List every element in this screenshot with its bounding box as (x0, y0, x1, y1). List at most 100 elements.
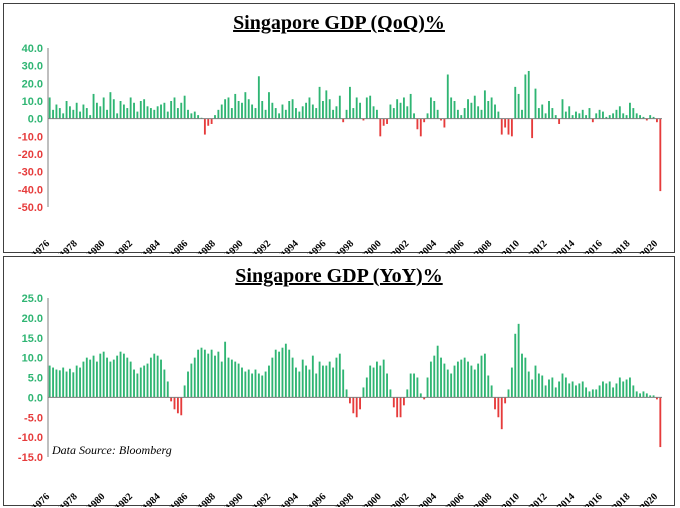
qoq-bar (156, 106, 159, 119)
qoq-bar (483, 90, 486, 119)
qoq-bar (487, 101, 490, 119)
qoq-bar (143, 99, 146, 119)
qoq-bar (345, 109, 348, 119)
qoq-bar (615, 109, 618, 119)
yoy-bar (639, 393, 641, 398)
yoy-bar (217, 351, 220, 398)
yoy-bar (463, 357, 466, 398)
yoy-bar (578, 383, 581, 398)
qoq-y-tick-label: 20.0 (22, 78, 43, 90)
yoy-y-tick-label: 0.0 (28, 392, 43, 404)
qoq-bar (571, 115, 574, 119)
qoq-bar (618, 106, 621, 119)
yoy-bar (89, 359, 92, 398)
qoq-bar (639, 115, 641, 119)
yoy-bar (615, 383, 618, 398)
qoq-bar (372, 106, 375, 119)
qoq-bar (625, 115, 628, 119)
yoy-bar (534, 365, 537, 398)
yoy-bar (315, 373, 318, 398)
yoy-bar (625, 379, 628, 398)
yoy-bar (264, 371, 267, 398)
qoq-y-tick-label: -10.0 (18, 131, 43, 143)
yoy-bar (173, 397, 176, 410)
yoy-bar (423, 397, 426, 400)
yoy-bar (541, 375, 544, 398)
yoy-bar (537, 373, 540, 398)
yoy-bar (436, 345, 439, 398)
qoq-bar (352, 108, 355, 119)
qoq-bar (129, 97, 132, 119)
yoy-bar (298, 371, 301, 398)
qoq-bar (534, 88, 537, 119)
yoy-x-tick-label: 3/1/1976 (19, 491, 52, 507)
yoy-bar (274, 349, 277, 398)
qoq-bar (504, 118, 507, 128)
qoq-bar (477, 106, 480, 119)
yoy-bar (473, 369, 476, 398)
qoq-bar (241, 102, 243, 119)
qoq-bar (75, 102, 78, 119)
yoy-bar (450, 373, 453, 398)
qoq-bar (585, 115, 588, 119)
qoq-chart-plot: 40.0 30.0 20.0 10.0 0.0 -10.0 -20.0 -30.0 -40.0 -… (18, 43, 662, 254)
qoq-bar (568, 106, 571, 119)
qoq-bar (271, 102, 274, 119)
qoq-bar (322, 101, 324, 119)
yoy-bar (237, 363, 240, 398)
qoq-bar (470, 102, 473, 119)
yoy-y-tick-label: 5.0 (28, 373, 43, 385)
yoy-bar (494, 397, 496, 410)
qoq-bar (436, 109, 439, 119)
qoq-bar (500, 118, 503, 135)
yoy-bar (116, 355, 119, 398)
qoq-bar (612, 113, 615, 119)
yoy-bar (278, 351, 281, 398)
qoq-bar (281, 104, 284, 119)
qoq-bar (527, 70, 530, 119)
yoy-bar (402, 397, 405, 406)
yoy-bar (365, 377, 368, 398)
yoy-bar (207, 353, 210, 398)
yoy-bar (153, 353, 156, 398)
qoq-bar (176, 108, 179, 119)
yoy-chart-panel: Singapore GDP (YoY)% 25.0 20.0 15.0 10.0 5.0… (3, 256, 675, 507)
qoq-bar (338, 95, 341, 119)
yoy-bar (95, 361, 98, 398)
yoy-bar (426, 377, 429, 398)
qoq-bar (284, 109, 287, 119)
yoy-bar (531, 379, 534, 398)
qoq-bar (595, 113, 598, 119)
qoq-bar (106, 109, 108, 119)
qoq-bar (558, 118, 561, 124)
yoy-bar (649, 395, 652, 398)
qoq-bar (423, 118, 426, 123)
qoq-bar (99, 106, 102, 119)
qoq-bar (537, 108, 540, 119)
qoq-bar (102, 97, 105, 119)
yoy-bar (197, 349, 200, 398)
qoq-bar (548, 101, 550, 119)
yoy-bar (335, 357, 338, 398)
qoq-bar (389, 104, 392, 119)
qoq-bar (197, 115, 200, 119)
yoy-bar (244, 371, 247, 398)
yoy-bar (193, 357, 196, 398)
yoy-bar (608, 381, 611, 398)
yoy-bar (119, 351, 122, 398)
qoq-bar (274, 108, 277, 119)
yoy-bar (106, 357, 108, 398)
qoq-bar (254, 108, 257, 119)
yoy-bar (247, 369, 250, 398)
yoy-bar (568, 383, 571, 398)
qoq-bar (376, 109, 378, 119)
qoq-bar (220, 104, 223, 119)
qoq-bar (214, 115, 216, 119)
yoy-bar (156, 355, 159, 398)
yoy-bar (561, 373, 564, 398)
qoq-bar (453, 101, 456, 119)
qoq-bar (305, 102, 308, 119)
qoq-bar (257, 76, 260, 119)
qoq-bar (494, 104, 496, 119)
qoq-bar (544, 113, 547, 119)
